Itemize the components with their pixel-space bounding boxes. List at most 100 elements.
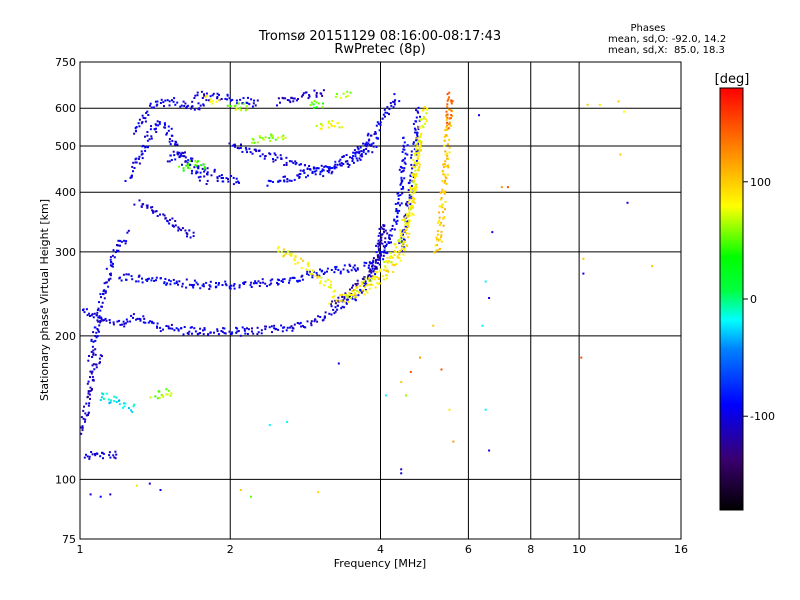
data-point: [184, 151, 186, 154]
data-point: [191, 105, 194, 108]
data-point: [92, 353, 95, 356]
data-point: [198, 107, 201, 110]
data-point: [187, 104, 190, 107]
data-point: [97, 329, 100, 332]
data-point: [356, 282, 359, 285]
data-point: [315, 106, 318, 109]
data-point: [90, 314, 93, 317]
data-point: [193, 279, 196, 282]
data-point: [367, 280, 370, 282]
data-point: [183, 155, 186, 158]
data-point: [371, 262, 373, 265]
data-point: [167, 325, 170, 328]
data-point: [409, 203, 412, 206]
data-point: [398, 242, 401, 244]
data-point: [172, 278, 175, 281]
data-point: [166, 99, 169, 102]
data-point: [92, 349, 95, 352]
data-point: [232, 144, 235, 147]
data-point: [368, 143, 371, 146]
data-point: [419, 149, 422, 152]
data-point: [177, 229, 180, 232]
data-point: [378, 232, 381, 235]
data-point: [98, 362, 101, 365]
data-point: [365, 283, 368, 286]
data-point: [202, 333, 205, 336]
data-point: [372, 270, 375, 273]
data-point: [261, 153, 264, 156]
data-point: [410, 150, 413, 153]
data-point: [315, 167, 318, 170]
data-point: [108, 319, 111, 321]
data-point: [382, 225, 385, 228]
data-point: [149, 104, 151, 107]
data-point: [266, 184, 269, 187]
data-point: [291, 326, 294, 329]
data-point: [364, 277, 367, 280]
data-point: [119, 244, 121, 247]
data-point: [187, 162, 190, 165]
data-point: [164, 278, 167, 280]
data-point: [369, 268, 372, 271]
data-point: [185, 232, 188, 234]
data-point: [210, 174, 213, 177]
data-point: [374, 259, 377, 262]
x-tick-label: 10: [572, 543, 586, 556]
data-point: [159, 489, 162, 491]
data-point: [443, 181, 446, 184]
data-point: [330, 303, 332, 306]
data-point: [157, 124, 160, 127]
data-point: [138, 162, 141, 165]
data-point: [293, 178, 296, 181]
data-point: [301, 94, 304, 97]
data-point: [426, 107, 429, 110]
data-point: [414, 190, 416, 193]
data-point: [406, 153, 409, 156]
data-point: [89, 315, 91, 317]
data-point: [319, 282, 321, 285]
data-point: [309, 270, 311, 273]
data-point: [326, 267, 329, 270]
data-point: [213, 170, 216, 173]
data-point: [209, 285, 212, 288]
data-point: [344, 160, 347, 163]
data-point: [108, 402, 111, 405]
data-point: [194, 164, 197, 166]
data-point: [305, 268, 308, 271]
data-point: [330, 305, 333, 308]
data-point: [232, 284, 235, 287]
data-point: [203, 166, 206, 169]
data-point: [165, 325, 168, 327]
data-point: [193, 166, 196, 169]
data-point: [394, 242, 397, 245]
data-point: [118, 403, 121, 406]
data-point: [226, 98, 228, 101]
data-point: [189, 326, 192, 329]
data-point: [236, 330, 239, 333]
data-point: [185, 164, 188, 167]
data-point: [185, 107, 188, 110]
data-point: [416, 145, 419, 147]
data-point: [295, 99, 298, 102]
data-point: [258, 135, 261, 137]
data-point: [345, 154, 348, 156]
data-point: [230, 99, 232, 102]
data-point: [178, 165, 181, 168]
data-point: [336, 304, 339, 307]
data-point: [139, 319, 142, 322]
data-point: [235, 107, 238, 110]
data-point: [100, 316, 103, 319]
data-point: [300, 163, 302, 166]
data-point: [261, 137, 264, 140]
data-point: [376, 121, 379, 124]
data-point: [140, 150, 143, 153]
plot-frame: [79, 61, 682, 540]
data-point: [436, 233, 439, 236]
data-point: [220, 330, 223, 332]
data-point: [189, 163, 192, 166]
data-point: [328, 312, 331, 315]
data-point: [109, 401, 112, 404]
data-point: [149, 396, 152, 399]
data-point: [252, 282, 255, 285]
data-point: [410, 185, 413, 187]
